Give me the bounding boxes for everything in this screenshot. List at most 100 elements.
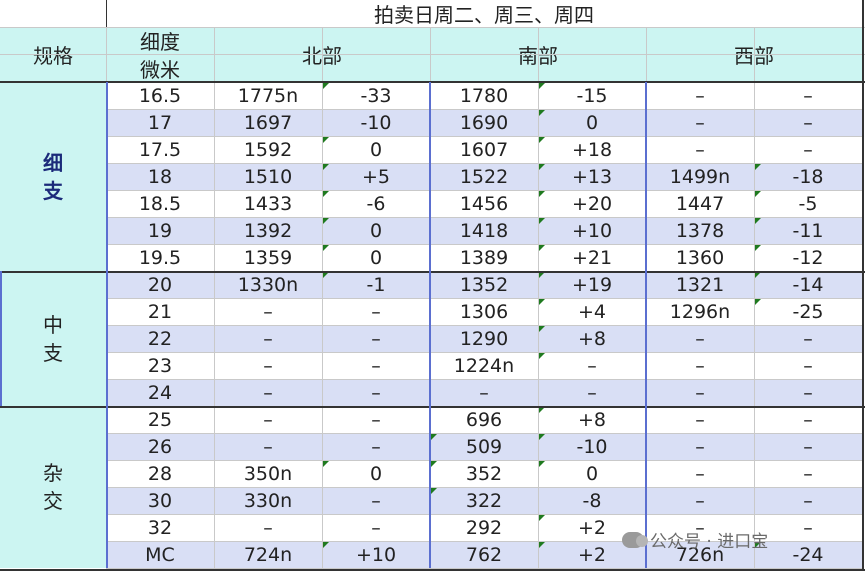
micron-cell: 17.5 — [106, 136, 214, 163]
north-change: – — [322, 325, 430, 352]
west-price: – — [646, 487, 754, 514]
west-price: – — [646, 82, 754, 109]
comment-marker — [755, 542, 761, 548]
west-price: – — [646, 379, 754, 406]
north-price: 1510 — [214, 163, 322, 190]
west-price: – — [646, 433, 754, 460]
group-border-mid — [106, 82, 108, 568]
grid-hline — [106, 325, 862, 326]
west-price: 726n — [646, 541, 754, 568]
comment-marker — [539, 326, 545, 332]
south-price: 1607 — [430, 136, 538, 163]
north-change: 0 — [322, 460, 430, 487]
micron-cell: 18.5 — [106, 190, 214, 217]
grid-hline — [106, 541, 862, 542]
grid-hline — [106, 352, 862, 353]
west-change: – — [754, 406, 862, 433]
south-change: +19 — [538, 271, 646, 298]
south-price: 1389 — [430, 244, 538, 271]
north-price: 1359 — [214, 244, 322, 271]
south-change: -8 — [538, 487, 646, 514]
comment-marker — [539, 245, 545, 251]
north-price: 1775n — [214, 82, 322, 109]
north-price: – — [214, 406, 322, 433]
micron-cell: 16.5 — [106, 82, 214, 109]
south-change: – — [538, 352, 646, 379]
header-border — [0, 81, 865, 83]
west-price: 1321 — [646, 271, 754, 298]
header-fineness: 细度 — [106, 27, 214, 54]
north-change: 0 — [322, 217, 430, 244]
south-price: 1224n — [430, 352, 538, 379]
north-change: -1 — [322, 271, 430, 298]
micron-cell: 21 — [106, 298, 214, 325]
grid-hline — [106, 487, 862, 488]
comment-marker — [539, 353, 545, 359]
west-change: -14 — [754, 271, 862, 298]
west-price: – — [646, 514, 754, 541]
south-change: -15 — [538, 82, 646, 109]
north-price: 1697 — [214, 109, 322, 136]
grid-hline — [106, 514, 862, 515]
west-change: – — [754, 487, 862, 514]
west-change: – — [754, 82, 862, 109]
north-price: – — [214, 433, 322, 460]
comment-marker — [323, 83, 329, 89]
west-change: – — [754, 325, 862, 352]
comment-marker — [539, 164, 545, 170]
west-change: -25 — [754, 298, 862, 325]
grid-hline — [106, 163, 862, 164]
south-change: +8 — [538, 325, 646, 352]
comment-marker — [539, 218, 545, 224]
north-price: – — [214, 298, 322, 325]
north-price: 1592 — [214, 136, 322, 163]
north-change: – — [322, 433, 430, 460]
comment-marker — [323, 272, 329, 278]
south-price: 1306 — [430, 298, 538, 325]
south-change: +4 — [538, 298, 646, 325]
north-change: +5 — [322, 163, 430, 190]
grid-hline — [106, 460, 862, 461]
grid-hline — [106, 136, 862, 137]
south-price: 322 — [430, 487, 538, 514]
comment-marker — [431, 434, 437, 440]
west-price: 1447 — [646, 190, 754, 217]
south-price: 1352 — [430, 271, 538, 298]
title-border — [106, 0, 107, 27]
north-change: -6 — [322, 190, 430, 217]
comment-marker — [431, 461, 437, 467]
grid-hline — [106, 379, 862, 380]
west-change: – — [754, 109, 862, 136]
micron-cell: 23 — [106, 352, 214, 379]
comment-marker — [539, 461, 545, 467]
south-change: +2 — [538, 541, 646, 568]
south-change: +20 — [538, 190, 646, 217]
north-change: 0 — [322, 136, 430, 163]
micron-cell: 17 — [106, 109, 214, 136]
comment-marker — [539, 434, 545, 440]
comment-marker — [323, 191, 329, 197]
comment-marker — [755, 191, 761, 197]
grid-hline — [106, 244, 862, 245]
grid-vline — [214, 27, 215, 571]
south-price: 1418 — [430, 217, 538, 244]
micron-cell: 18 — [106, 163, 214, 190]
comment-marker — [755, 245, 761, 251]
grid-hline — [0, 27, 865, 28]
comment-marker — [755, 164, 761, 170]
grid-hline — [106, 298, 862, 299]
comment-marker — [539, 83, 545, 89]
table-title: 拍卖日周二、周三、周四 — [106, 0, 862, 27]
watermark: 公众号 · 进口宝 — [622, 527, 768, 552]
grid-hline — [106, 190, 862, 191]
west-change: – — [754, 352, 862, 379]
comment-marker — [539, 110, 545, 116]
west-price: 1378 — [646, 217, 754, 244]
south-price: 1522 — [430, 163, 538, 190]
comment-marker — [539, 272, 545, 278]
west-change: – — [754, 379, 862, 406]
north-change: – — [322, 352, 430, 379]
comment-marker — [539, 191, 545, 197]
west-price: – — [646, 325, 754, 352]
south-price: 509 — [430, 433, 538, 460]
